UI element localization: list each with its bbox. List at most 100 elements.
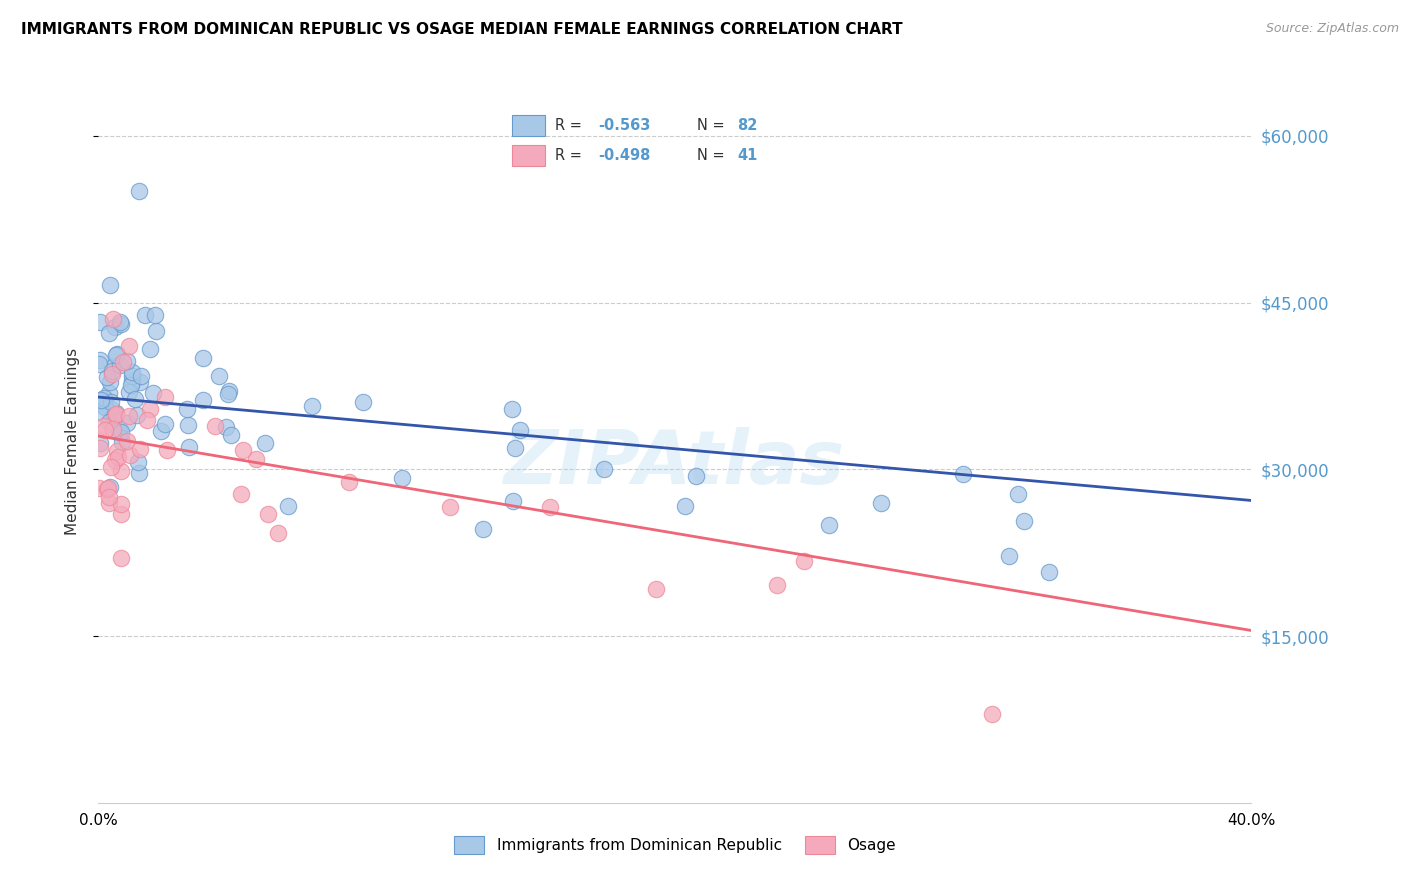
Point <box>89 441 111 455</box>
Point <box>89 353 111 368</box>
Point <box>1038 565 1060 579</box>
Point <box>176 401 198 416</box>
Text: R =: R = <box>555 118 586 133</box>
Text: -0.563: -0.563 <box>599 118 651 133</box>
Point <box>110 317 132 331</box>
Point <box>108 425 131 440</box>
Point <box>100 395 122 409</box>
Point <box>870 496 893 510</box>
Point <box>391 471 413 485</box>
Point <box>104 453 127 467</box>
Point <box>149 424 172 438</box>
Point <box>818 517 841 532</box>
Point <box>214 419 236 434</box>
Point <box>471 522 494 536</box>
Text: R =: R = <box>555 148 586 163</box>
Point <box>253 435 276 450</box>
Point <box>501 402 523 417</box>
Point <box>981 706 1004 721</box>
Point <box>156 442 179 457</box>
Text: IMMIGRANTS FROM DOMINICAN REPUBLIC VS OSAGE MEDIAN FEMALE EARNINGS CORRELATION C: IMMIGRANTS FROM DOMINICAN REPUBLIC VS OS… <box>21 22 903 37</box>
Point <box>93 418 115 433</box>
Point <box>111 435 134 450</box>
Y-axis label: Median Female Earnings: Median Female Earnings <box>65 348 80 535</box>
Point <box>107 444 129 458</box>
Point <box>277 499 299 513</box>
Point <box>96 370 118 384</box>
Point <box>93 401 115 415</box>
Point <box>124 392 146 407</box>
Text: Source: ZipAtlas.com: Source: ZipAtlas.com <box>1265 22 1399 36</box>
Point <box>952 467 974 481</box>
Point <box>98 490 121 504</box>
Point <box>115 416 138 430</box>
Point <box>89 436 111 450</box>
Point <box>121 374 143 388</box>
Point <box>97 326 120 340</box>
Point <box>100 278 122 293</box>
Point <box>129 369 152 384</box>
Point <box>134 308 156 322</box>
Point <box>673 499 696 513</box>
Point <box>104 348 127 362</box>
Bar <box>512 115 546 136</box>
Point <box>191 392 214 407</box>
Point <box>112 355 135 369</box>
Point <box>110 358 132 372</box>
Point <box>110 508 132 522</box>
Point <box>245 452 267 467</box>
Point <box>121 368 143 383</box>
Point <box>644 582 666 596</box>
Point <box>110 551 132 566</box>
Point <box>153 417 176 432</box>
Point <box>105 408 128 422</box>
Point <box>204 419 226 434</box>
Point <box>540 500 562 514</box>
Point <box>98 480 121 494</box>
Point <box>139 342 162 356</box>
Point <box>107 450 129 464</box>
Point <box>121 365 143 379</box>
Point <box>129 442 152 457</box>
Text: 41: 41 <box>737 148 758 163</box>
Point <box>593 462 616 476</box>
Point <box>98 375 121 389</box>
Text: N =: N = <box>697 148 730 163</box>
Point <box>217 387 239 401</box>
Point <box>98 415 121 429</box>
Point <box>110 465 132 479</box>
Point <box>87 357 110 371</box>
Point <box>256 508 278 522</box>
Point <box>1014 514 1036 528</box>
Point <box>229 487 252 501</box>
Point <box>177 441 200 455</box>
Point <box>766 578 789 592</box>
Point <box>108 421 131 435</box>
Point <box>104 319 127 334</box>
Point <box>110 498 132 512</box>
Text: N =: N = <box>697 118 730 133</box>
Point <box>337 475 360 489</box>
Point <box>89 481 111 495</box>
Point <box>105 408 128 422</box>
Point <box>142 385 165 400</box>
Point <box>93 391 115 405</box>
Point <box>191 351 214 366</box>
Point <box>208 369 231 384</box>
Point <box>685 469 707 483</box>
Point <box>118 448 141 462</box>
Text: ZIPAtlas: ZIPAtlas <box>505 426 845 500</box>
Text: -0.498: -0.498 <box>599 148 651 163</box>
Point <box>145 324 167 338</box>
Point <box>108 316 131 330</box>
Point <box>998 549 1021 563</box>
Point <box>100 401 122 416</box>
Point <box>94 423 117 437</box>
Point <box>218 384 240 398</box>
Point <box>143 308 166 322</box>
Point <box>118 409 141 423</box>
Point <box>118 384 141 399</box>
Point <box>100 460 122 475</box>
Point <box>505 441 527 455</box>
Point <box>97 385 120 400</box>
